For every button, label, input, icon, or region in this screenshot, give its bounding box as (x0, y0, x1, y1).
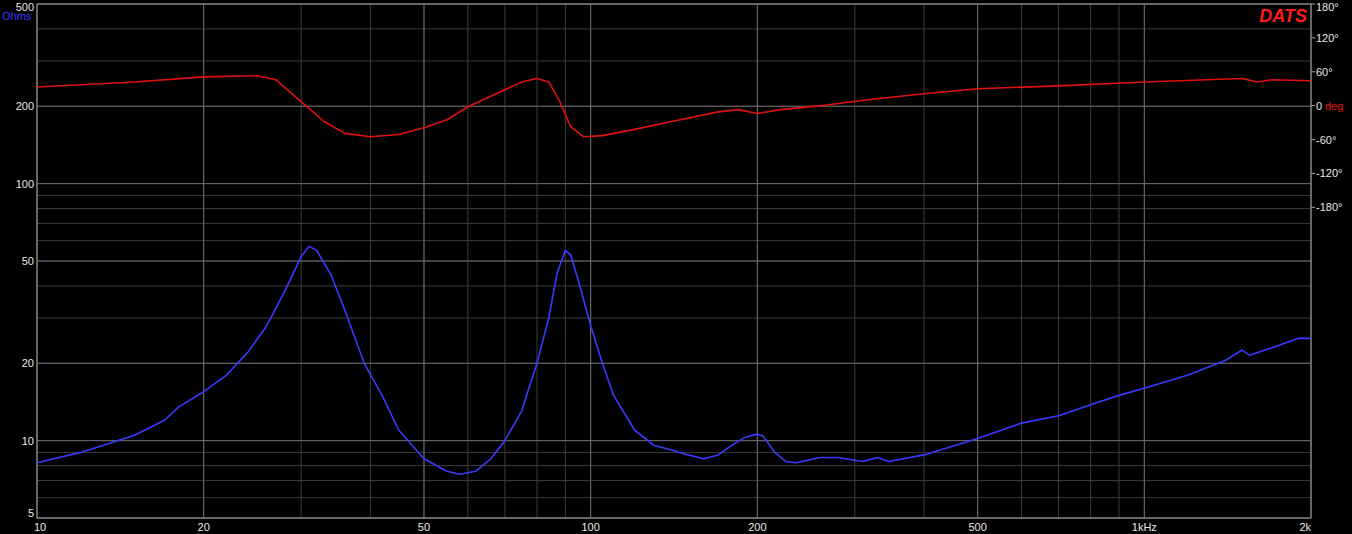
minor-grid (37, 61, 1311, 62)
title: DATS (1259, 6, 1307, 26)
y-tick-label: 10 (22, 435, 34, 447)
y2-tick (1311, 71, 1315, 72)
plot-frame (37, 4, 1311, 518)
y-tick-label: 50 (22, 255, 34, 267)
minor-grid (37, 480, 1311, 481)
y-tick-label: 100 (16, 178, 34, 190)
grid (37, 4, 1315, 518)
y2-tick (1311, 139, 1315, 140)
y2-tick-label: -60° (1316, 134, 1336, 146)
minor-grid (37, 465, 1311, 466)
y2-tick-label: -120° (1316, 167, 1342, 179)
y2-axis-label: deg (1325, 100, 1343, 112)
x-tick-label: 20 (198, 521, 210, 533)
minor-grid (37, 208, 1311, 209)
minor-grid (37, 318, 1311, 319)
minor-grid (37, 28, 1311, 29)
x-tick-label: 10 (34, 521, 46, 533)
y2-tick (1311, 105, 1315, 106)
background (0, 0, 1352, 534)
y2-tick (1311, 207, 1315, 208)
y2-tick (1311, 4, 1315, 5)
series-line (37, 246, 1311, 474)
minor-grid (37, 183, 1311, 184)
y2-tick-label: -180° (1316, 201, 1342, 213)
series-group (37, 76, 1311, 475)
x-tick-label: 1kHz (1132, 521, 1157, 533)
x-tick-label: 2k (1299, 521, 1311, 533)
labels: 1020501002005001kHz2k5102050100200500180… (2, 1, 1343, 533)
minor-grid (37, 223, 1311, 224)
minor-grid (37, 440, 1311, 441)
x-tick-label: 100 (581, 521, 599, 533)
chart: 1020501002005001kHz2k5102050100200500180… (0, 0, 1352, 534)
y2-tick-label: 60° (1316, 66, 1333, 78)
minor-grid (37, 240, 1311, 241)
y-grid (37, 363, 1311, 364)
minor-grid (37, 106, 1311, 107)
minor-grid (37, 285, 1311, 286)
y2-tick (1311, 173, 1315, 174)
minor-grid (37, 261, 1311, 262)
minor-grid (37, 497, 1311, 498)
series-line (37, 76, 1311, 137)
y2-tick-label: 0 (1316, 100, 1322, 112)
y-grid (37, 261, 1311, 262)
minor-grid (37, 452, 1311, 453)
x-tick-label: 50 (418, 521, 430, 533)
y2-tick-label: 180° (1316, 1, 1339, 13)
y-grid (37, 440, 1311, 441)
y-tick-label: 20 (22, 357, 34, 369)
y-tick-label: 5 (28, 507, 34, 519)
y2-tick (1311, 37, 1315, 38)
y-axis-label: Ohms (2, 10, 32, 22)
minor-grid (37, 195, 1311, 196)
y-tick-label: 200 (16, 100, 34, 112)
y-grid (37, 183, 1311, 184)
x-tick-label: 200 (748, 521, 766, 533)
x-tick-label: 500 (968, 521, 986, 533)
y2-tick-label: 120° (1316, 32, 1339, 44)
y-grid (37, 106, 1311, 107)
minor-grid (37, 363, 1311, 364)
